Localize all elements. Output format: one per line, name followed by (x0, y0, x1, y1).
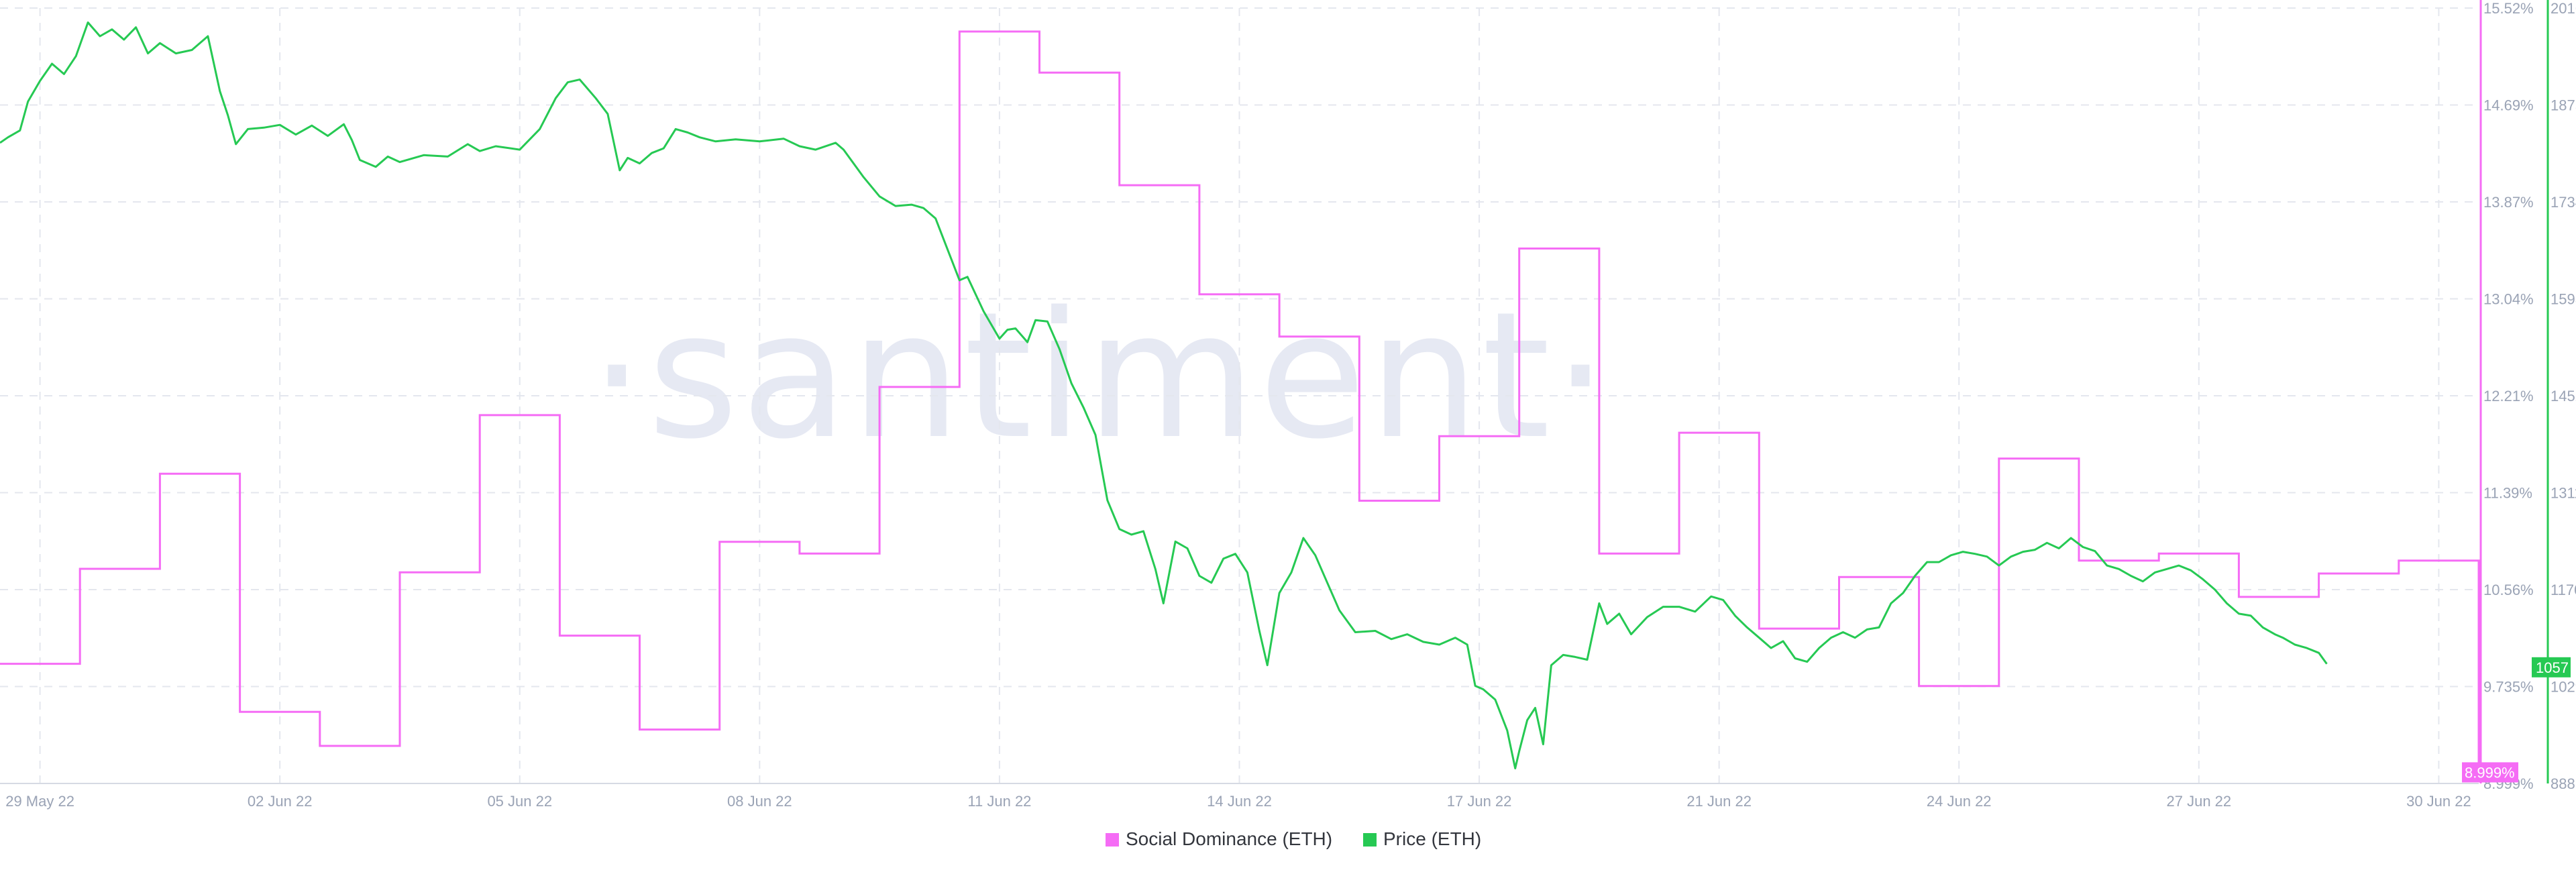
legend-label-social-dominance: Social Dominance (ETH) (1126, 828, 1332, 849)
x-tick-label: 08 Jun 22 (727, 793, 792, 810)
legend-label-price: Price (ETH) (1383, 828, 1481, 849)
social-dominance-line (0, 30, 2480, 773)
x-tick-label: 17 Jun 22 (1447, 793, 1512, 810)
legend-swatch-price (1363, 833, 1377, 847)
x-tick-label: 02 Jun 22 (248, 793, 313, 810)
chart-grid (0, 7, 2479, 784)
price-line (0, 21, 2328, 769)
left-axis-tick-label: 13.87% (2483, 194, 2534, 211)
price-last-value: 1057 (2536, 659, 2569, 676)
left-axis-tick-label: 14.69% (2483, 97, 2534, 114)
social-dominance-last-value: 8.999% (2465, 764, 2515, 781)
chart-axes: 29 May 22 02 Jun 22 05 Jun 22 08 Jun 22 11 J… (0, 0, 2576, 810)
right-axis-tick-label: 888 (2551, 775, 2575, 792)
x-tick-label: 30 Jun 22 (2406, 793, 2471, 810)
right-axis-tick-label: 1734 (2551, 194, 2576, 211)
right-axis-tick-label: 1593 (2551, 291, 2576, 308)
legend-swatch-social-dominance (1106, 833, 1119, 847)
right-axis-tick-label: 1170 (2551, 582, 2576, 598)
price-last-value-badge (2532, 657, 2571, 677)
x-tick-label: 29 May 22 (5, 793, 74, 810)
right-axis-tick-label: 2016 (2551, 0, 2576, 17)
x-tick-label: 21 Jun 22 (1686, 793, 1752, 810)
right-axis-tick-label: 1875 (2551, 97, 2576, 114)
left-axis-tick-label: 10.56% (2483, 582, 2534, 598)
left-axis-tick-label: 12.21% (2483, 388, 2534, 404)
chart-series (0, 21, 2480, 773)
left-axis-tick-label: 11.39% (2483, 485, 2532, 502)
left-axis-tick-label: 15.52% (2483, 0, 2534, 17)
x-tick-label: 11 Jun 22 (967, 793, 1031, 810)
x-tick-label: 14 Jun 22 (1207, 793, 1272, 810)
x-tick-label: 27 Jun 22 (2167, 793, 2232, 810)
chart-legend: Social Dominance (ETH) Price (ETH) (1106, 828, 1481, 849)
santiment-watermark: ·santiment· (589, 275, 1611, 478)
left-axis-tick-label: 13.04% (2483, 291, 2534, 308)
right-axis-tick-label: 1029 (2551, 679, 2576, 696)
social-dominance-last-value-badge (2462, 762, 2518, 783)
x-tick-label: 05 Jun 22 (487, 793, 552, 810)
right-axis-tick-label: 1452 (2551, 388, 2576, 404)
x-tick-label: 24 Jun 22 (1927, 793, 1992, 810)
left-axis-tick-label: 9.735% (2483, 679, 2534, 696)
